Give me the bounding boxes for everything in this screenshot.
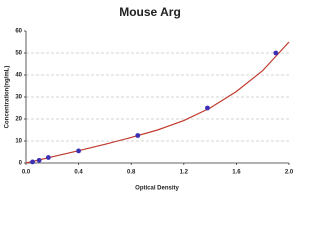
x-tick-label: 0.8: [127, 170, 136, 176]
page: {"chart_data": {"type": "scatter", "titl…: [4, 5, 294, 192]
x-axis-label: Optical Density: [135, 186, 179, 192]
y-tick-label: 0: [19, 161, 23, 167]
x-tick-label: 0.0: [22, 170, 31, 176]
chart: Mouse Arg Optical Density Concentration(…: [5, 5, 294, 192]
x-tick-label: 2.0: [285, 170, 294, 176]
y-tick-label: 10: [15, 139, 22, 145]
data-point: [30, 159, 35, 165]
y-tick-label: 60: [15, 29, 22, 35]
data-point: [36, 157, 42, 163]
y-axis-label: Concentration(ng/mL): [5, 66, 11, 129]
y-tick-label: 40: [15, 73, 22, 79]
y-tick-label: 30: [15, 95, 22, 101]
y-tick-label: 20: [15, 117, 22, 123]
data-point: [273, 50, 279, 56]
data-point: [135, 133, 141, 138]
data-point: [205, 105, 210, 111]
chart-title: Mouse Arg: [119, 5, 181, 19]
x-tick-label: 1.6: [232, 170, 241, 176]
data-point: [76, 148, 81, 154]
x-tick-label: 1.2: [180, 170, 189, 176]
x-tick-label: 0.4: [74, 170, 83, 176]
y-tick-label: 50: [15, 51, 22, 57]
fit-curve: [25, 41, 290, 164]
data-point: [45, 155, 51, 160]
